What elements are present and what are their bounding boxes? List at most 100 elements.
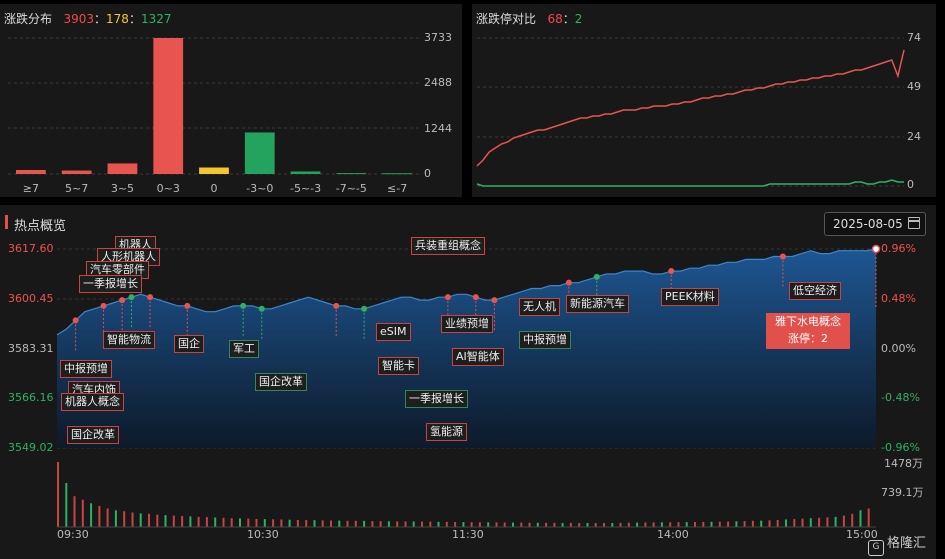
dist-bar xyxy=(61,170,92,174)
volume-bar xyxy=(536,522,539,527)
hot-tag[interactable]: 智能物流 xyxy=(103,331,155,349)
dist-x-label: 5~7 xyxy=(65,182,88,195)
volume-bar xyxy=(801,518,804,527)
hot-tag[interactable]: 新能源汽车 xyxy=(566,295,629,313)
volume-bar xyxy=(313,520,316,527)
marker-dot xyxy=(147,294,154,301)
dist-bar xyxy=(336,173,367,175)
hot-tag[interactable]: 氢能源 xyxy=(426,423,467,441)
distribution-title: 涨跌分布 3903：178：1327 xyxy=(4,12,172,26)
volume-bar xyxy=(98,505,101,527)
volume-bar xyxy=(627,522,630,527)
dist-x-label: 3~5 xyxy=(111,182,134,195)
hot-tag[interactable]: 机器人概念 xyxy=(61,393,124,411)
time-label: 10:30 xyxy=(247,528,279,541)
hotspot-title-bar xyxy=(5,215,8,229)
hot-tag[interactable]: 无人机 xyxy=(519,298,560,316)
volume-bar xyxy=(520,522,523,527)
volume-bar xyxy=(644,522,647,527)
volume-bar xyxy=(859,510,862,527)
hot-tag[interactable]: 国企 xyxy=(174,335,204,353)
hot-tag-green[interactable]: 国企改革 xyxy=(255,373,307,391)
volume-bar xyxy=(73,496,76,527)
limit-chart xyxy=(476,37,905,187)
volume-bar xyxy=(263,519,266,527)
volume-bar xyxy=(619,522,622,527)
volume-bar xyxy=(528,522,531,527)
hot-tag[interactable]: 国企改革 xyxy=(67,426,119,444)
callout-count: 涨停：2 xyxy=(788,332,828,345)
date-picker[interactable]: 2025-08-05 xyxy=(824,212,926,236)
time-label: 11:30 xyxy=(452,528,484,541)
volume-bar xyxy=(569,522,572,527)
hot-tag[interactable]: 低空经济 xyxy=(789,282,841,300)
volume-bar xyxy=(65,483,68,527)
pct-label: -0.96% xyxy=(881,441,920,454)
marker-dot xyxy=(565,279,572,286)
volume-bar xyxy=(330,520,332,527)
volume-bar xyxy=(181,516,184,527)
hot-tag-green[interactable]: 军工 xyxy=(229,340,259,358)
dist-x-label: 0~3 xyxy=(157,182,180,195)
pct-label: 0.00% xyxy=(881,342,916,355)
volume-bar xyxy=(487,522,490,527)
hot-tag[interactable]: 兵装重组概念 xyxy=(411,237,485,255)
volume-bar xyxy=(288,519,291,527)
volume-bar xyxy=(114,510,117,527)
limit-y-label: 74 xyxy=(907,31,921,44)
hot-tag[interactable]: eSIM xyxy=(376,323,411,341)
volume-bar xyxy=(379,521,382,527)
hot-tag[interactable]: AI智能体 xyxy=(452,348,504,366)
volume-bar xyxy=(743,521,746,527)
hot-tag[interactable]: 中报预增 xyxy=(60,360,112,378)
hot-tag[interactable]: PEEK材料 xyxy=(661,288,719,306)
marker-dot xyxy=(258,305,265,312)
volume-bar xyxy=(148,513,150,527)
marker-dot xyxy=(871,244,881,254)
volume-bar xyxy=(652,522,655,527)
pct-label: 0.48% xyxy=(881,292,916,305)
volume-bar xyxy=(387,521,390,527)
dist-bar xyxy=(290,171,321,174)
limit-down-line xyxy=(476,179,904,187)
limit-y-label: 24 xyxy=(907,130,921,143)
volume-bar xyxy=(305,520,308,527)
price-label: 3549.02 xyxy=(8,441,54,454)
volume-bar xyxy=(239,518,241,527)
hot-tag[interactable]: 业绩预增 xyxy=(441,315,493,333)
dist-x-label: -5~-3 xyxy=(290,182,321,195)
down-count: 1327 xyxy=(140,12,172,26)
volume-bar xyxy=(131,512,134,527)
volume-bar xyxy=(685,522,688,527)
index-line xyxy=(56,248,877,336)
volume-bar xyxy=(321,520,324,527)
volume-bar xyxy=(553,522,556,527)
volume-bar xyxy=(785,519,787,527)
volume-bar xyxy=(818,517,821,527)
volume-bar xyxy=(768,520,771,527)
volume-bar xyxy=(793,519,796,527)
dist-bar xyxy=(382,173,412,175)
marker-dot xyxy=(333,302,340,309)
hot-tag-green[interactable]: 一季报增长 xyxy=(405,390,468,408)
volume-bar xyxy=(338,520,341,527)
hot-tag[interactable]: 智能卡 xyxy=(378,357,419,375)
volume-bar xyxy=(545,522,548,527)
up-count: 3903 xyxy=(63,12,95,26)
date-value: 2025-08-05 xyxy=(833,217,903,231)
marker-dot xyxy=(593,273,600,280)
distribution-chart: ≥7 5~7 3~5 0~3 0 -3~0 -5~-3 -7~-5 ≤-7 xyxy=(8,37,420,195)
volume-bar xyxy=(429,521,432,527)
volume-bar xyxy=(346,520,349,527)
limit-up-callout[interactable]: 雅下水电概念 涨停：2 xyxy=(766,313,850,349)
marker-dot xyxy=(491,297,498,304)
dist-bar xyxy=(199,167,229,174)
volume-bar xyxy=(156,514,159,527)
time-label: 14:00 xyxy=(657,528,689,541)
marker-dot xyxy=(779,253,786,260)
hot-tag-green[interactable]: 中报预增 xyxy=(519,331,571,349)
marker-dot xyxy=(119,297,126,304)
volume-bar xyxy=(660,522,663,527)
hot-tag[interactable]: 一季报增长 xyxy=(79,275,142,293)
calendar-icon[interactable] xyxy=(908,217,920,229)
